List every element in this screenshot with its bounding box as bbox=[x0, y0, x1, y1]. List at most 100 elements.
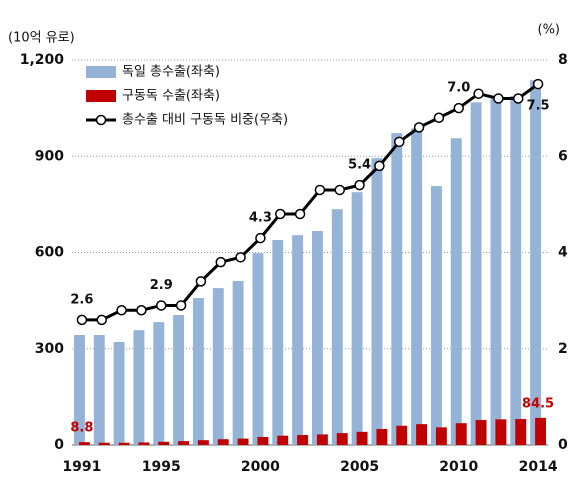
bar bbox=[138, 442, 150, 445]
line-marker bbox=[433, 112, 445, 123]
bar bbox=[277, 435, 289, 445]
bar bbox=[411, 128, 423, 445]
bar bbox=[252, 253, 264, 445]
value-label: 4.3 bbox=[249, 211, 272, 226]
value-label: 2.6 bbox=[70, 292, 93, 307]
line-marker bbox=[513, 93, 524, 104]
bar bbox=[173, 315, 185, 445]
line-marker bbox=[374, 160, 385, 172]
line-marker bbox=[235, 252, 246, 263]
bar bbox=[257, 436, 269, 445]
y-tick-label: 600 bbox=[35, 245, 64, 261]
y2-axis-title: (%) bbox=[538, 23, 561, 38]
legend-swatch bbox=[95, 114, 107, 126]
y2-tick-label: 8 bbox=[558, 52, 568, 68]
line-marker bbox=[156, 300, 167, 311]
legend-swatch bbox=[86, 66, 116, 78]
x-tick-label: 1995 bbox=[142, 459, 181, 475]
line-marker bbox=[354, 179, 365, 191]
y2-tick-label: 2 bbox=[558, 341, 568, 357]
bar bbox=[376, 428, 388, 445]
legend-label: 구동독 수출(좌축) bbox=[122, 89, 220, 104]
y-tick-label: 1,200 bbox=[20, 52, 65, 68]
y-axis-title: (10억 유로) bbox=[8, 31, 75, 46]
line-marker bbox=[195, 276, 207, 287]
value-label: 8.8 bbox=[70, 421, 93, 436]
y-tick-label: 900 bbox=[35, 148, 64, 164]
bar bbox=[515, 419, 527, 445]
bar bbox=[530, 80, 542, 446]
line-marker bbox=[394, 136, 405, 148]
bar bbox=[232, 281, 244, 445]
bar bbox=[430, 186, 442, 445]
legend-label: 총수출 대비 구동독 비중(우축) bbox=[122, 113, 288, 128]
bar bbox=[391, 133, 403, 445]
bar bbox=[93, 334, 105, 445]
line-marker bbox=[294, 208, 306, 220]
bar bbox=[396, 425, 408, 445]
x-tick-label: 2014 bbox=[519, 459, 558, 475]
bar bbox=[192, 298, 204, 445]
value-label: 84.5 bbox=[522, 396, 554, 411]
bar bbox=[435, 427, 447, 445]
y2-tick-label: 6 bbox=[558, 148, 568, 164]
line-marker bbox=[116, 305, 127, 316]
bar bbox=[178, 441, 190, 445]
bar bbox=[495, 419, 507, 445]
value-label: 7.0 bbox=[447, 81, 470, 96]
value-label: 7.5 bbox=[527, 99, 550, 114]
bar bbox=[73, 334, 85, 445]
line-marker bbox=[334, 184, 345, 196]
line-marker bbox=[136, 305, 147, 316]
bar bbox=[272, 239, 284, 445]
value-label: 5.4 bbox=[348, 158, 371, 173]
bar bbox=[212, 288, 224, 445]
y-tick-label: 0 bbox=[54, 437, 64, 453]
line-marker bbox=[532, 78, 544, 90]
bar bbox=[450, 138, 462, 446]
bar bbox=[416, 424, 428, 445]
bar bbox=[133, 330, 145, 445]
bar bbox=[490, 97, 502, 445]
bar bbox=[316, 434, 328, 445]
bar bbox=[470, 102, 482, 445]
line-marker bbox=[275, 208, 286, 220]
bar bbox=[336, 433, 348, 445]
legend-swatch bbox=[86, 90, 116, 102]
line-marker bbox=[413, 122, 425, 133]
bar bbox=[113, 342, 125, 445]
bar bbox=[331, 209, 343, 445]
value-label: 2.9 bbox=[150, 278, 173, 293]
x-tick-label: 2005 bbox=[340, 459, 379, 475]
line-marker bbox=[453, 102, 464, 114]
bar bbox=[535, 417, 547, 445]
bar bbox=[311, 231, 323, 445]
line-marker bbox=[96, 314, 107, 326]
x-tick-label: 2000 bbox=[241, 459, 280, 475]
line-marker bbox=[175, 300, 187, 311]
bar bbox=[356, 431, 368, 445]
bar bbox=[158, 441, 170, 445]
x-tick-label: 2010 bbox=[439, 459, 478, 475]
bar bbox=[351, 192, 363, 445]
line-marker bbox=[76, 314, 88, 326]
y2-tick-label: 4 bbox=[558, 245, 568, 261]
bar bbox=[371, 158, 383, 446]
bar bbox=[78, 442, 90, 445]
bar bbox=[217, 439, 229, 445]
bar bbox=[297, 435, 309, 445]
bar bbox=[98, 442, 110, 445]
y2-tick-label: 0 bbox=[558, 437, 568, 453]
y-tick-label: 300 bbox=[35, 341, 64, 357]
bar bbox=[237, 438, 249, 445]
bar bbox=[292, 235, 304, 445]
line-marker bbox=[255, 232, 266, 244]
line-marker bbox=[314, 184, 326, 196]
bar bbox=[197, 440, 209, 445]
line-marker bbox=[473, 88, 484, 99]
bar bbox=[118, 442, 130, 445]
bar bbox=[475, 419, 487, 445]
bar bbox=[455, 423, 467, 445]
line-marker bbox=[215, 256, 226, 268]
